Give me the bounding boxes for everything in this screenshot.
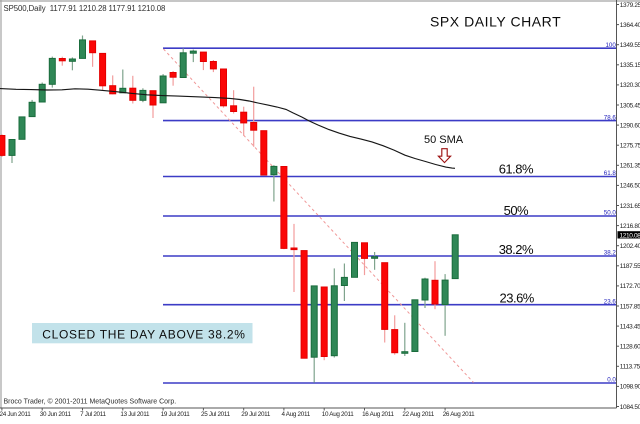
svg-text:1379.25: 1379.25 bbox=[620, 2, 640, 9]
svg-text:1084.50: 1084.50 bbox=[620, 404, 640, 411]
svg-text:7 Jul 2011: 7 Jul 2011 bbox=[80, 411, 106, 418]
svg-text:22 Aug 2011: 22 Aug 2011 bbox=[402, 411, 434, 418]
svg-text:38.2%: 38.2% bbox=[499, 242, 534, 257]
svg-text:1335.15: 1335.15 bbox=[620, 62, 640, 69]
svg-text:1113.75: 1113.75 bbox=[620, 364, 640, 371]
svg-text:1202.40: 1202.40 bbox=[620, 243, 640, 250]
svg-text:50%: 50% bbox=[504, 203, 529, 218]
svg-text:30 Jun 2011: 30 Jun 2011 bbox=[40, 411, 72, 418]
svg-text:1231.65: 1231.65 bbox=[620, 203, 640, 210]
svg-text:24 Jun 2011: 24 Jun 2011 bbox=[0, 411, 31, 418]
svg-text:13 Jul 2011: 13 Jul 2011 bbox=[120, 411, 150, 418]
svg-text:Broco Trader, © 2001-2011 Meta: Broco Trader, © 2001-2011 MetaQuotes Sof… bbox=[4, 398, 177, 406]
svg-text:1246.50: 1246.50 bbox=[620, 183, 640, 190]
svg-text:38.2: 38.2 bbox=[604, 250, 617, 257]
svg-text:50 SMA: 50 SMA bbox=[424, 134, 464, 146]
svg-text:1275.75: 1275.75 bbox=[620, 143, 640, 150]
svg-text:1187.55: 1187.55 bbox=[620, 263, 640, 270]
svg-text:61.8%: 61.8% bbox=[499, 162, 534, 177]
svg-text:1349.55: 1349.55 bbox=[620, 42, 640, 49]
svg-text:4 Aug 2011: 4 Aug 2011 bbox=[282, 411, 311, 418]
svg-text:1172.70: 1172.70 bbox=[620, 283, 640, 290]
svg-text:1364.40: 1364.40 bbox=[620, 22, 640, 29]
svg-text:23.6: 23.6 bbox=[604, 298, 617, 305]
svg-text:SP500,Daily 1177.91 1210.28 1: SP500,Daily 1177.91 1210.28 1177.91 1210… bbox=[4, 4, 166, 13]
svg-text:19 Jul 2011: 19 Jul 2011 bbox=[161, 411, 191, 418]
svg-text:CLOSED THE DAY ABOVE 38.2%: CLOSED THE DAY ABOVE 38.2% bbox=[42, 327, 245, 341]
svg-text:16 Aug 2011: 16 Aug 2011 bbox=[362, 411, 394, 418]
svg-text:0.0: 0.0 bbox=[607, 377, 616, 384]
svg-text:23.6%: 23.6% bbox=[500, 290, 535, 305]
svg-text:78.6: 78.6 bbox=[604, 114, 617, 121]
svg-text:50.0: 50.0 bbox=[604, 210, 617, 217]
svg-text:1216.80: 1216.80 bbox=[620, 223, 640, 230]
svg-text:100: 100 bbox=[605, 42, 616, 49]
svg-text:1098.90: 1098.90 bbox=[620, 384, 640, 391]
svg-text:61.8: 61.8 bbox=[604, 170, 617, 177]
svg-text:1290.60: 1290.60 bbox=[620, 122, 640, 129]
svg-text:1305.45: 1305.45 bbox=[620, 102, 640, 109]
svg-text:29 Jul 2011: 29 Jul 2011 bbox=[241, 411, 271, 418]
svg-text:26 Aug 2011: 26 Aug 2011 bbox=[443, 411, 475, 418]
svg-text:1143.45: 1143.45 bbox=[620, 323, 640, 330]
svg-text:1157.85: 1157.85 bbox=[620, 303, 640, 310]
svg-text:1128.60: 1128.60 bbox=[620, 344, 640, 351]
svg-text:1320.30: 1320.30 bbox=[620, 82, 640, 89]
svg-text:1261.35: 1261.35 bbox=[620, 163, 640, 170]
svg-text:25 Jul 2011: 25 Jul 2011 bbox=[201, 411, 231, 418]
svg-text:10 Aug 2011: 10 Aug 2011 bbox=[322, 411, 354, 418]
svg-text:SPX DAILY CHART: SPX DAILY CHART bbox=[430, 14, 561, 30]
svg-text:1210.08: 1210.08 bbox=[620, 232, 640, 239]
